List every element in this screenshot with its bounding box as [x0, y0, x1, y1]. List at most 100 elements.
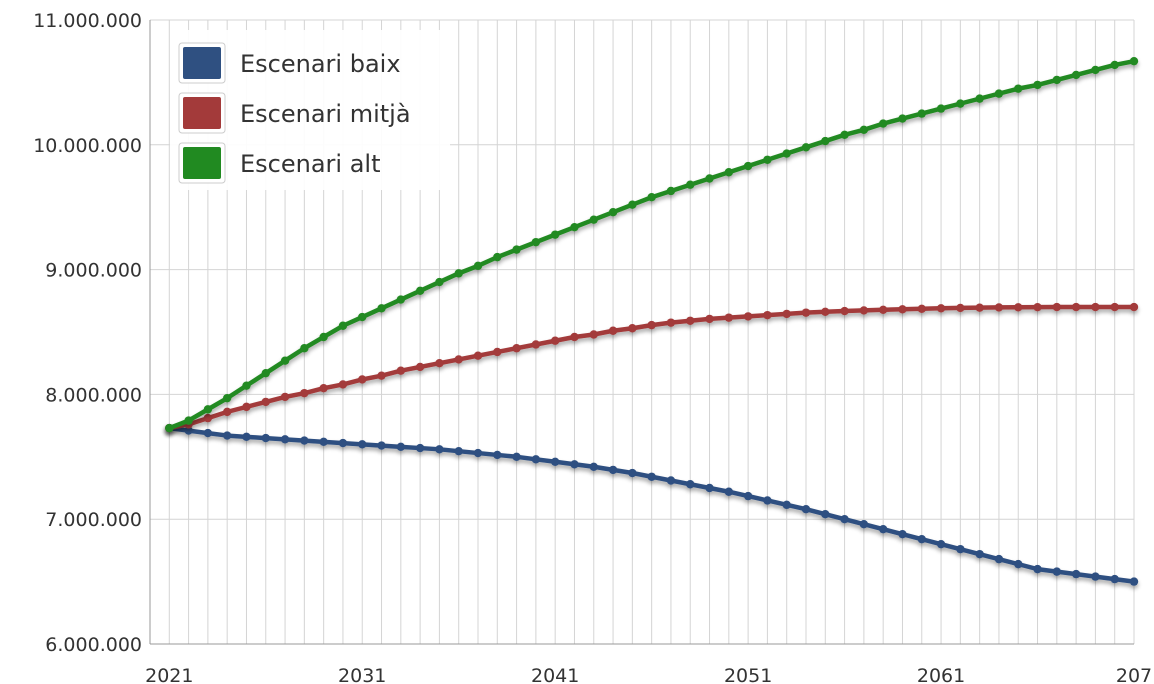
series-lines — [165, 56, 1139, 586]
data-point — [1014, 84, 1023, 93]
data-point — [570, 222, 579, 232]
data-point — [724, 168, 734, 177]
data-point — [358, 375, 367, 384]
data-point — [454, 355, 463, 364]
data-point — [608, 326, 618, 335]
data-point — [1110, 302, 1119, 312]
data-point — [531, 455, 541, 464]
data-point — [705, 174, 714, 183]
data-point — [280, 435, 290, 444]
legend-label-0: Escenari baix — [240, 50, 401, 78]
data-point — [203, 413, 213, 423]
data-point — [358, 312, 367, 322]
data-point — [165, 423, 174, 433]
legend-swatch-fill-2 — [183, 147, 221, 179]
data-point — [222, 431, 232, 440]
x-tick-label: 207 — [1116, 665, 1152, 684]
data-point — [1033, 302, 1042, 312]
y-tick-label: 10.000.000 — [33, 135, 142, 157]
data-point — [531, 340, 541, 349]
data-point — [628, 324, 637, 333]
data-point — [570, 332, 579, 342]
legend-item-0: Escenari baix — [178, 42, 401, 84]
legend-item-2: Escenari alt — [178, 142, 381, 184]
data-point — [512, 344, 521, 353]
data-point — [705, 483, 714, 493]
series-2 — [165, 56, 1139, 433]
data-point — [743, 312, 753, 321]
x-tick-label: 2021 — [145, 665, 193, 684]
y-tick-label: 6.000.000 — [45, 634, 142, 656]
data-point — [396, 295, 406, 304]
data-point — [531, 237, 541, 247]
data-point — [859, 125, 869, 135]
data-point — [435, 359, 444, 368]
data-point — [184, 426, 193, 435]
data-point — [261, 433, 270, 443]
data-point — [454, 446, 463, 456]
legend-swatch-fill-1 — [183, 97, 221, 129]
series-1 — [165, 302, 1139, 433]
legend-label-1: Escenari mitjà — [240, 100, 411, 128]
data-point — [415, 362, 425, 372]
data-point — [1091, 65, 1100, 75]
data-point — [222, 393, 232, 403]
data-point — [1110, 60, 1119, 70]
data-point — [647, 193, 656, 202]
data-point — [1110, 574, 1119, 584]
data-point — [975, 549, 984, 559]
data-point — [1071, 302, 1081, 312]
data-point — [435, 445, 444, 454]
x-tick-label: 2051 — [724, 665, 772, 684]
data-point — [184, 416, 193, 425]
data-point — [222, 407, 232, 417]
data-point — [1129, 577, 1139, 586]
data-point — [782, 309, 791, 319]
data-point — [898, 305, 907, 314]
data-point — [1129, 56, 1139, 66]
data-point — [994, 89, 1004, 98]
data-point — [821, 136, 830, 146]
data-point — [493, 450, 502, 460]
data-point — [280, 392, 290, 402]
data-point — [840, 306, 849, 316]
data-point — [763, 496, 772, 505]
data-point — [608, 207, 618, 217]
data-point — [261, 368, 270, 378]
data-point — [956, 303, 965, 313]
data-point — [878, 305, 888, 314]
data-point — [666, 318, 676, 327]
data-point — [415, 443, 425, 453]
data-point — [801, 308, 811, 317]
data-point — [338, 321, 348, 330]
data-point — [628, 468, 637, 478]
data-point — [1033, 564, 1042, 574]
data-point — [300, 388, 309, 398]
data-point — [859, 519, 869, 529]
data-point — [782, 500, 791, 510]
data-point — [589, 462, 598, 471]
data-point — [203, 405, 213, 414]
data-point — [686, 480, 695, 489]
data-point — [705, 314, 714, 324]
data-point — [1033, 80, 1042, 90]
data-point — [647, 472, 656, 481]
data-point — [396, 442, 406, 452]
data-point — [415, 286, 425, 296]
data-point — [396, 366, 406, 375]
data-point — [319, 332, 328, 342]
data-point — [763, 310, 772, 320]
data-point — [898, 529, 907, 539]
data-point — [1014, 303, 1023, 312]
data-point — [512, 452, 521, 461]
y-tick-label: 7.000.000 — [45, 509, 142, 531]
data-point — [377, 304, 386, 313]
data-point — [975, 303, 984, 312]
axes: 6.000.000 7.000.000 8.000.000 9.000.000 10.0… — [33, 10, 1152, 684]
data-point — [358, 440, 367, 449]
data-point — [782, 149, 791, 158]
data-point — [878, 524, 888, 534]
data-point — [917, 534, 926, 544]
